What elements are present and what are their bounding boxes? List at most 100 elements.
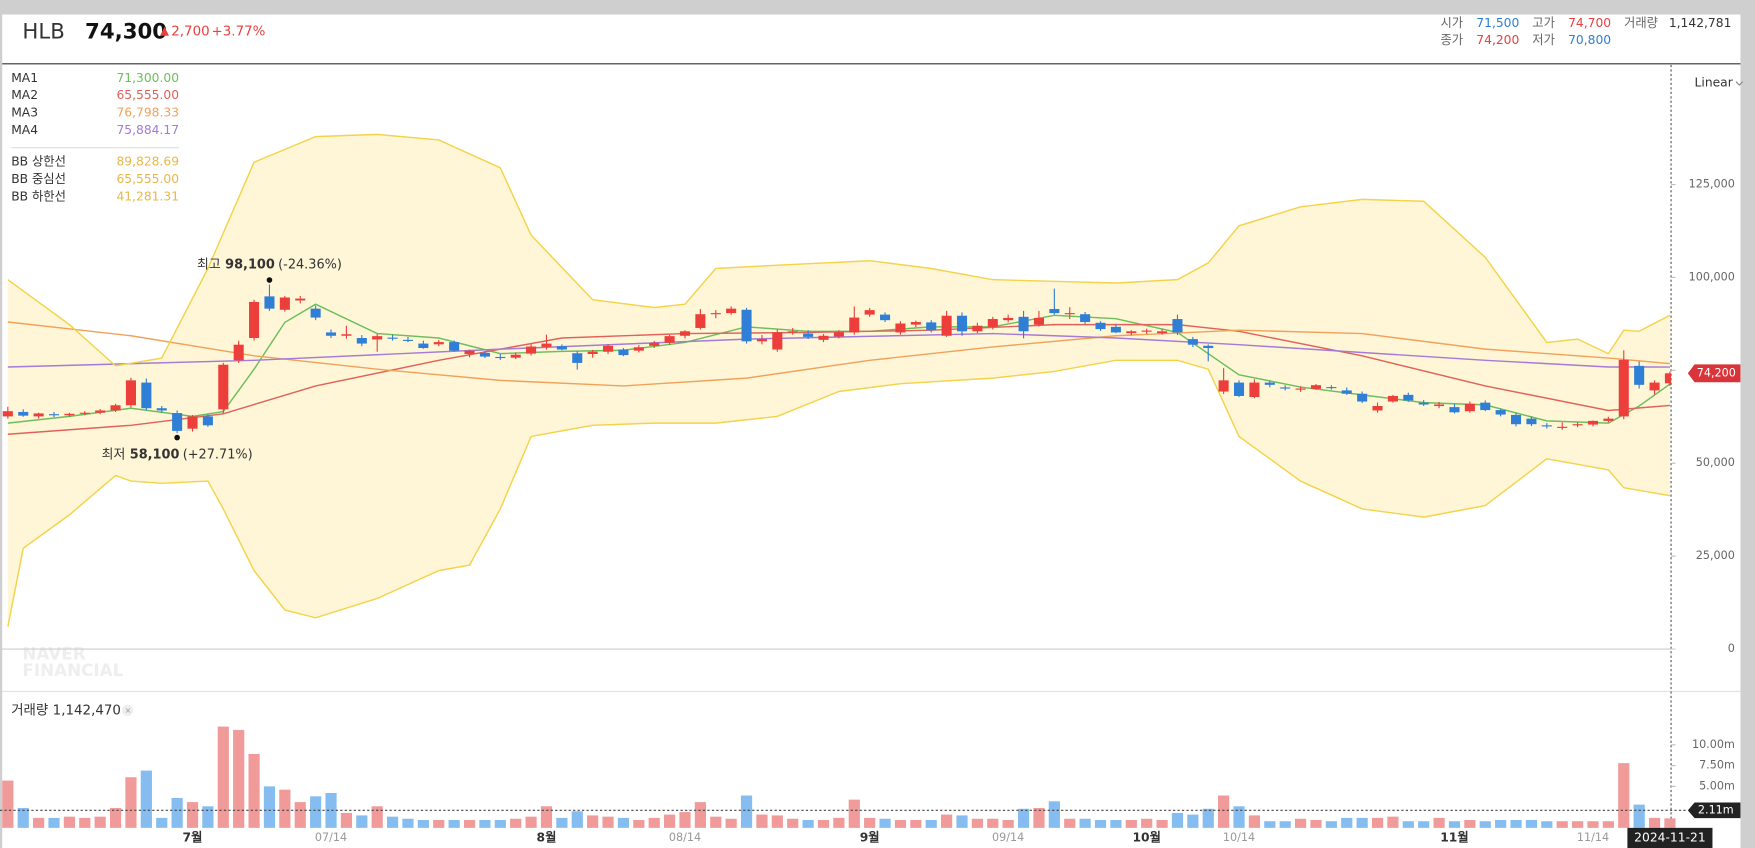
volume-bar — [633, 819, 645, 828]
volume-bar — [1433, 817, 1445, 828]
stat-label: 거래량 — [1624, 16, 1658, 30]
legend-name: MA4 — [11, 123, 38, 137]
volume-bar — [1064, 818, 1076, 828]
candle-body — [880, 314, 891, 321]
candle-body — [372, 336, 383, 340]
volume-bar — [602, 816, 614, 828]
volume-bar — [217, 726, 229, 828]
volume-bar — [1387, 816, 1399, 828]
chevron[interactable] — [1735, 81, 1744, 86]
candle-body — [187, 416, 198, 429]
candle-body — [679, 331, 691, 336]
volume-bar — [1233, 806, 1245, 828]
volume-bar — [417, 819, 429, 828]
candle-body — [1280, 387, 1291, 389]
x-tick-label: 08/14 — [669, 831, 701, 844]
volume-bar — [1495, 819, 1507, 828]
candle-body — [849, 317, 860, 333]
candle-body — [772, 332, 783, 350]
y-tick-label: 50,000 — [1696, 456, 1735, 469]
change: 2,700 — [171, 24, 209, 39]
legend-name: MA1 — [11, 71, 38, 85]
legend-name: BB 중심선 — [11, 172, 66, 186]
x-tick-label: 11월 — [1440, 829, 1468, 844]
candle-body — [156, 408, 167, 411]
candle-body — [1387, 395, 1398, 402]
volume-bar — [740, 795, 753, 828]
volume-bar — [817, 819, 830, 828]
candle-body — [1449, 407, 1460, 413]
volume-bar — [1156, 819, 1168, 828]
candle-body — [1233, 382, 1245, 396]
volume-bar — [1002, 819, 1014, 828]
volume-bar — [771, 815, 783, 828]
volume-bar — [664, 814, 676, 828]
candle-body — [172, 413, 183, 431]
x-tick-label: 7월 — [183, 829, 203, 844]
candle-body — [710, 313, 721, 315]
candle-body — [541, 343, 552, 347]
volume-bar — [1556, 821, 1568, 828]
candle-body — [1095, 322, 1106, 330]
volume-bar — [848, 799, 860, 828]
annotation-value: 98,100 — [225, 257, 275, 272]
candle-body — [572, 353, 583, 363]
volume-bar — [340, 812, 353, 828]
candle-body — [1126, 331, 1137, 334]
candle-body — [1357, 393, 1368, 402]
volume-bar — [833, 817, 845, 828]
volume-bar — [494, 819, 506, 828]
volume-name: 거래량 — [11, 702, 48, 718]
candle-body — [233, 344, 244, 361]
candle-body — [910, 322, 921, 325]
volume-bar — [1464, 819, 1476, 828]
candle-body — [387, 337, 398, 339]
candle-body — [1049, 309, 1060, 314]
candle-body — [2, 411, 13, 417]
volume-bar — [540, 806, 553, 828]
candle-body — [249, 301, 260, 339]
indicator-line — [7, 133, 1671, 367]
price: 74,300 — [85, 19, 167, 44]
candle-body — [1464, 403, 1475, 412]
x-tick-label: 07/14 — [315, 831, 347, 844]
volume-bar — [1602, 821, 1614, 828]
candle-body — [18, 411, 29, 416]
volume-bar — [1033, 807, 1045, 828]
candle-body — [325, 332, 337, 336]
volume-bar — [1341, 817, 1353, 828]
legend-value: 65,555.00 — [116, 172, 179, 186]
candle-body — [941, 315, 952, 336]
indicator-line — [7, 332, 1670, 368]
price-tag — [1687, 364, 1741, 383]
candle-body — [464, 350, 475, 354]
annotation: 최저 58,100 (+27.71%) — [102, 447, 253, 462]
stat-label: 시가 — [1440, 16, 1463, 30]
volume-bar — [987, 818, 999, 828]
volume-bar — [33, 817, 45, 828]
candle-body — [1618, 359, 1629, 417]
volume-bar — [2, 780, 14, 828]
candle-body — [33, 413, 44, 417]
candle-body — [1511, 414, 1522, 425]
volume-bar — [386, 816, 399, 828]
volume-bar — [1525, 819, 1538, 828]
volume-bar — [156, 817, 168, 828]
x-tick-label: 09/14 — [992, 831, 1024, 844]
indicator-line — [7, 359, 1671, 627]
candle-body — [48, 414, 60, 416]
candle-body — [402, 339, 414, 341]
volume-bar — [925, 819, 937, 828]
candle-body — [1434, 404, 1445, 407]
candle-body — [64, 413, 75, 416]
legend-value: 75,884.17 — [116, 123, 179, 137]
legend-name: MA3 — [11, 105, 38, 119]
close-x[interactable]: × — [125, 706, 132, 715]
volume-value: 1,142,470 — [53, 703, 121, 718]
annotation-dot — [266, 277, 273, 283]
candle-body — [756, 339, 767, 342]
volume-bar — [1325, 821, 1337, 828]
volume-bar — [1402, 821, 1414, 828]
close-icon[interactable] — [121, 704, 134, 716]
scale-button[interactable]: Linear — [1695, 75, 1734, 89]
